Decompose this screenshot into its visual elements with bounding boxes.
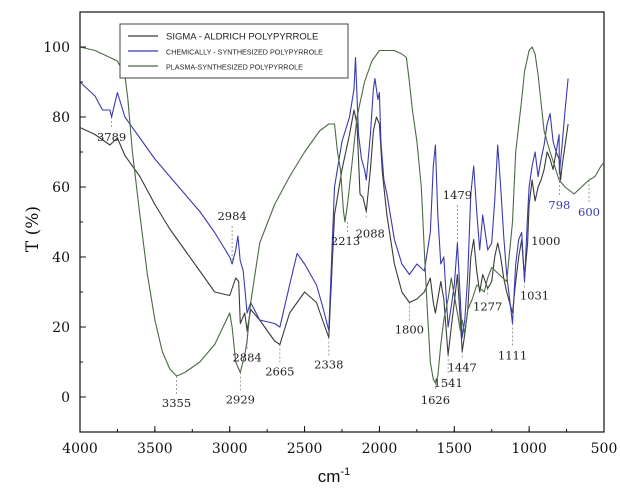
x-axis-title: cm-1 (318, 466, 350, 486)
peak-label: 1800 (395, 323, 424, 337)
peak-label: 1479 (443, 188, 472, 202)
series-lines (79, 46, 605, 384)
x-tick-label: 3000 (212, 441, 248, 457)
legend-label-plasma: PLASMA-SYNTHESIZED POLYPYRROLE (166, 63, 303, 72)
series-line-2 (79, 46, 605, 384)
peak-label: 3355 (162, 396, 191, 410)
peak-label: 1541 (434, 376, 463, 390)
legend-label-chemical: CHEMICALLY - SYNTHESIZED POLYPYRROLE (166, 48, 323, 57)
x-tick-label: 2500 (287, 441, 323, 457)
series-line-1 (79, 56, 569, 339)
peak-label: 1447 (448, 361, 477, 375)
peak-label: 2213 (331, 234, 360, 248)
y-tick-label: 0 (61, 390, 70, 406)
peak-label: 1111 (498, 349, 527, 363)
x-tick-label: 1500 (436, 441, 472, 457)
peak-label: 2929 (226, 393, 255, 407)
peak-label: 600 (578, 205, 600, 219)
y-axis-title: T (%) (23, 206, 43, 252)
x-axis-ticks: 4000 3500 3000 2500 2000 1500 1000 500 (62, 426, 617, 457)
y-tick-label: 100 (43, 40, 70, 56)
y-axis-ticks: 0 20 40 60 80 100 (43, 40, 86, 406)
y-tick-label: 40 (52, 250, 70, 266)
y-tick-label: 20 (52, 320, 70, 336)
peak-label: 1277 (473, 300, 502, 314)
peak-label: 2984 (217, 209, 246, 223)
legend-label-sigma: SIGMA - ALDRICH POLYPYRROLE (166, 32, 318, 43)
x-tick-label: 3500 (137, 441, 173, 457)
peak-label: 1626 (421, 393, 450, 407)
peak-label: 2088 (356, 227, 385, 241)
x-tick-label: 4000 (62, 441, 98, 457)
x-axis-title-exponent: -1 (340, 466, 350, 478)
x-tick-label: 1000 (511, 441, 547, 457)
peak-label: 798 (548, 198, 570, 212)
x-axis-title-base: cm (318, 467, 341, 486)
peak-label: 2338 (314, 358, 343, 372)
peak-label: 2884 (232, 351, 261, 365)
peak-label: 3789 (97, 130, 126, 144)
peak-label: 1000 (531, 234, 560, 248)
x-tick-label: 500 (591, 441, 618, 457)
y-tick-label: 60 (52, 180, 70, 196)
legend: SIGMA - ALDRICH POLYPYRROLE CHEMICALLY -… (119, 23, 349, 79)
x-tick-label: 2000 (362, 441, 398, 457)
peak-label: 2665 (265, 365, 294, 379)
y-tick-label: 80 (52, 110, 70, 126)
series-line-0 (79, 109, 569, 356)
peak-label: 1031 (520, 289, 549, 303)
